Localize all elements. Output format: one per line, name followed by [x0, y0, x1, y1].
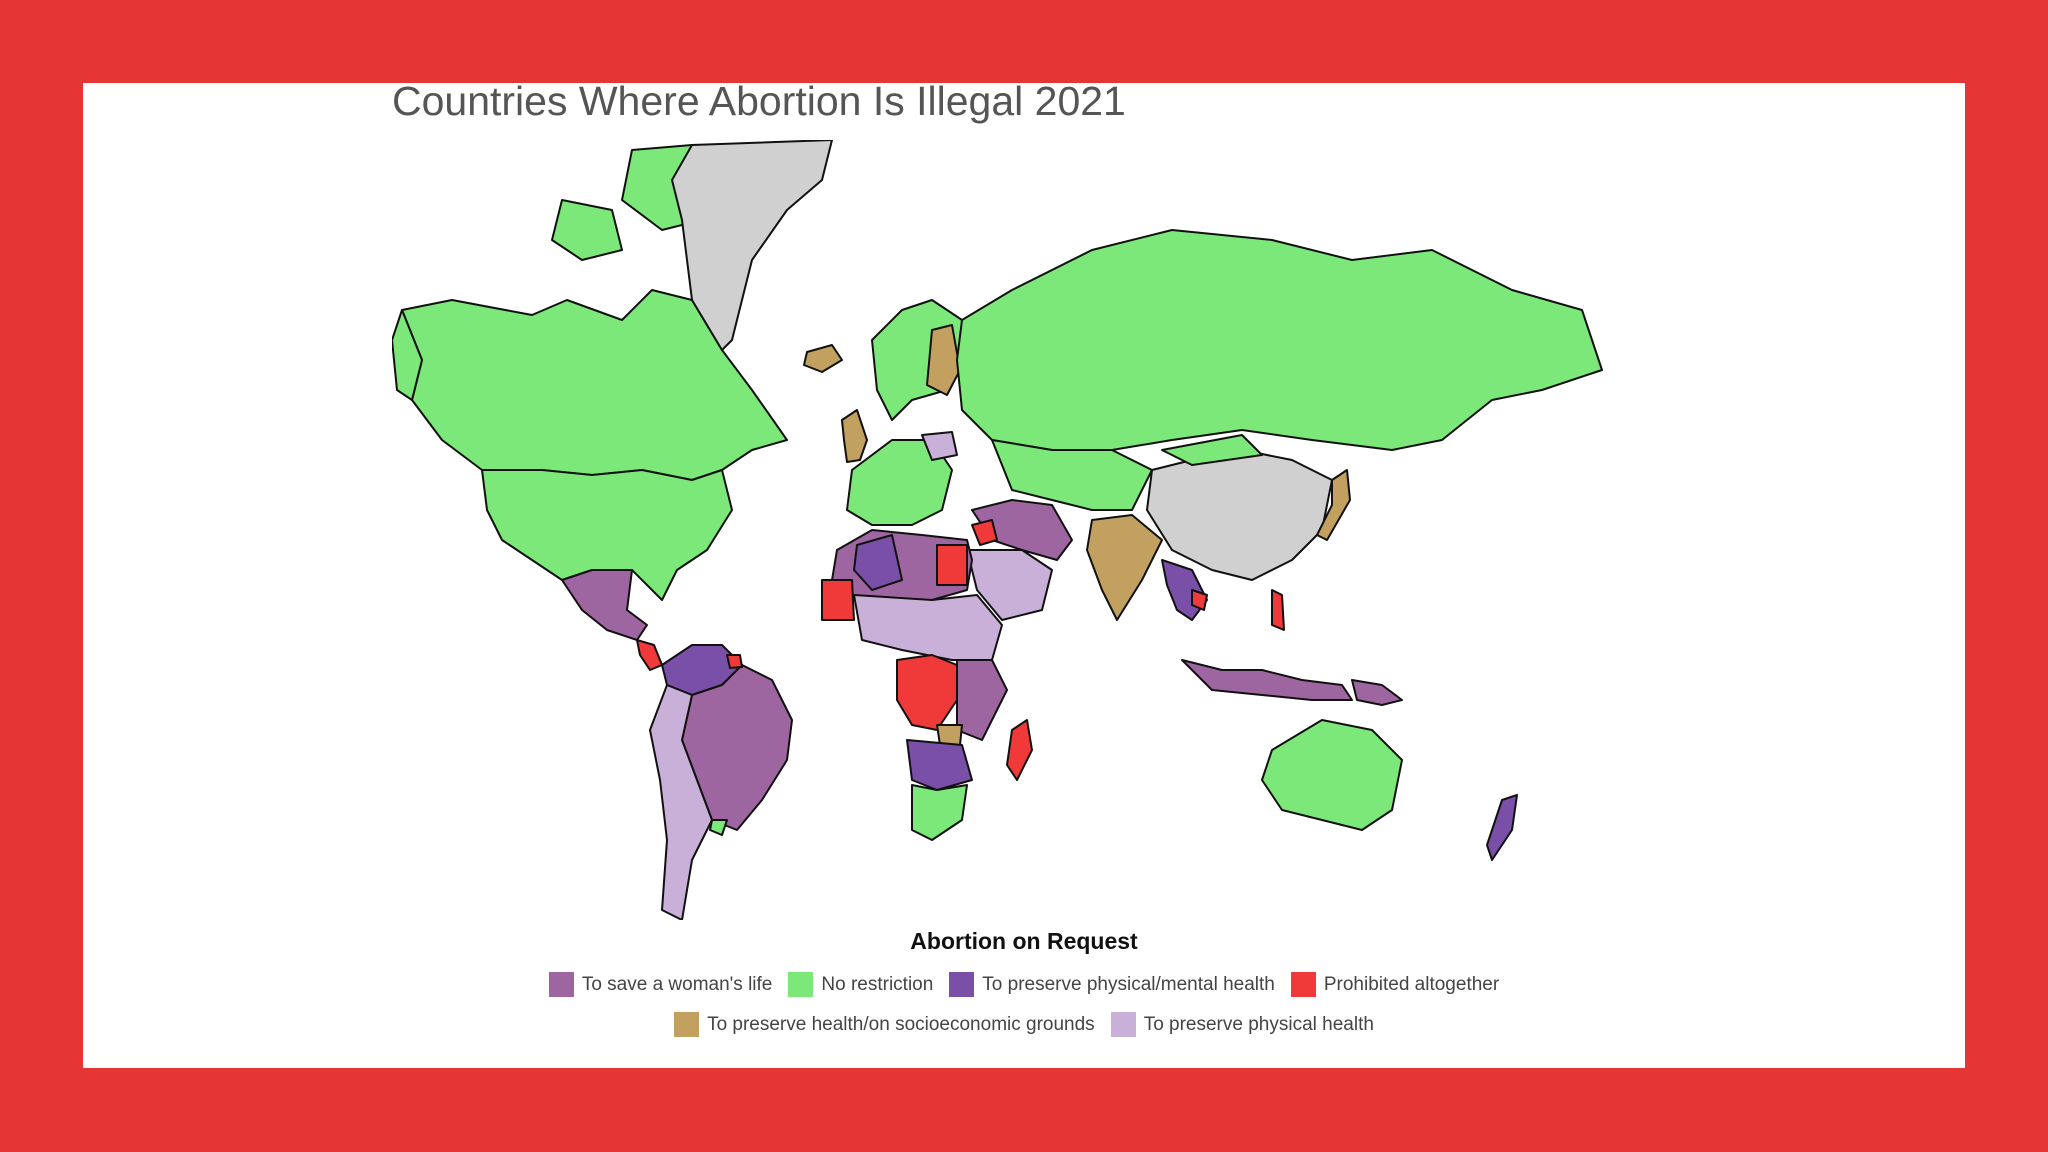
world-map[interactable] [392, 140, 1610, 920]
legend-item[interactable]: To preserve health/on socioeconomic grou… [674, 1012, 1095, 1037]
region-egypt[interactable] [936, 544, 968, 586]
legend-label: To preserve health/on socioeconomic grou… [707, 1013, 1095, 1035]
region-indonesia[interactable] [1181, 659, 1353, 701]
legend-label: To save a woman's life [581, 973, 773, 995]
legend-label: To preserve physical/mental health [982, 973, 1275, 995]
region-poland[interactable] [921, 431, 958, 461]
region-papua[interactable] [1351, 679, 1403, 706]
legend-swatch [1290, 972, 1316, 997]
region-sahel[interactable] [853, 594, 1003, 661]
region-southern-africa[interactable] [906, 739, 973, 791]
legend-item[interactable]: To preserve physical health [1110, 1012, 1374, 1037]
region-australia[interactable] [1261, 719, 1403, 831]
region-iceland[interactable] [803, 344, 843, 373]
legend-row-2: To preserve health/on socioeconomic grou… [0, 1012, 2048, 1037]
region-south-africa[interactable] [911, 784, 968, 841]
region-greenland[interactable] [671, 140, 833, 351]
region-madagascar[interactable] [1006, 719, 1033, 781]
region-southeast-asia[interactable] [1161, 559, 1208, 621]
region-finland[interactable] [926, 324, 961, 396]
region-uk[interactable] [841, 409, 868, 463]
legend-swatch [548, 972, 574, 997]
region-algeria[interactable] [853, 534, 903, 591]
region-zambia[interactable] [936, 724, 963, 746]
legend-label: No restriction [821, 973, 934, 995]
region-mongolia[interactable] [1161, 434, 1263, 466]
legend-row-1: To save a woman's life No restriction To… [0, 972, 2048, 997]
region-mexico[interactable] [561, 569, 648, 641]
region-mauritania-senegal[interactable] [821, 579, 855, 621]
region-canada[interactable] [401, 289, 788, 481]
region-japan[interactable] [1316, 469, 1351, 541]
region-usa[interactable] [481, 469, 733, 601]
region-laos-philippines[interactable] [1191, 589, 1285, 631]
legend-swatch [674, 1012, 700, 1037]
region-andes[interactable] [649, 684, 713, 920]
region-china[interactable] [1146, 449, 1333, 581]
region-alaska[interactable] [392, 309, 423, 401]
legend-item[interactable]: To save a woman's life [548, 972, 773, 997]
region-uruguay[interactable] [709, 819, 728, 836]
legend-item[interactable]: To preserve physical/mental health [949, 972, 1275, 997]
region-russia[interactable] [956, 229, 1603, 451]
legend-title: Abortion on Request [910, 928, 1138, 954]
legend-swatch [949, 972, 975, 997]
region-central-america[interactable] [636, 639, 663, 671]
region-central-asia[interactable] [991, 439, 1153, 511]
region-east-africa[interactable] [956, 659, 1008, 741]
region-middle-east[interactable] [971, 499, 1073, 561]
region-guianas[interactable] [726, 654, 743, 669]
legend-label: To preserve physical health [1143, 1013, 1374, 1035]
region-new-zealand[interactable] [1486, 794, 1518, 861]
region-central-africa[interactable] [896, 654, 958, 731]
region-iraq[interactable] [971, 519, 998, 546]
region-india[interactable] [1086, 514, 1163, 621]
legend-item[interactable]: No restriction [788, 972, 933, 997]
map-title: Countries Where Abortion Is Illegal 2021 [392, 78, 1126, 124]
legend-swatch [788, 972, 814, 997]
region-western-europe[interactable] [846, 439, 953, 526]
region-arabia[interactable] [966, 549, 1053, 621]
legend-item[interactable]: Prohibited altogether [1290, 972, 1500, 997]
legend-swatch [1110, 1012, 1136, 1037]
legend-label: Prohibited altogether [1323, 973, 1500, 995]
